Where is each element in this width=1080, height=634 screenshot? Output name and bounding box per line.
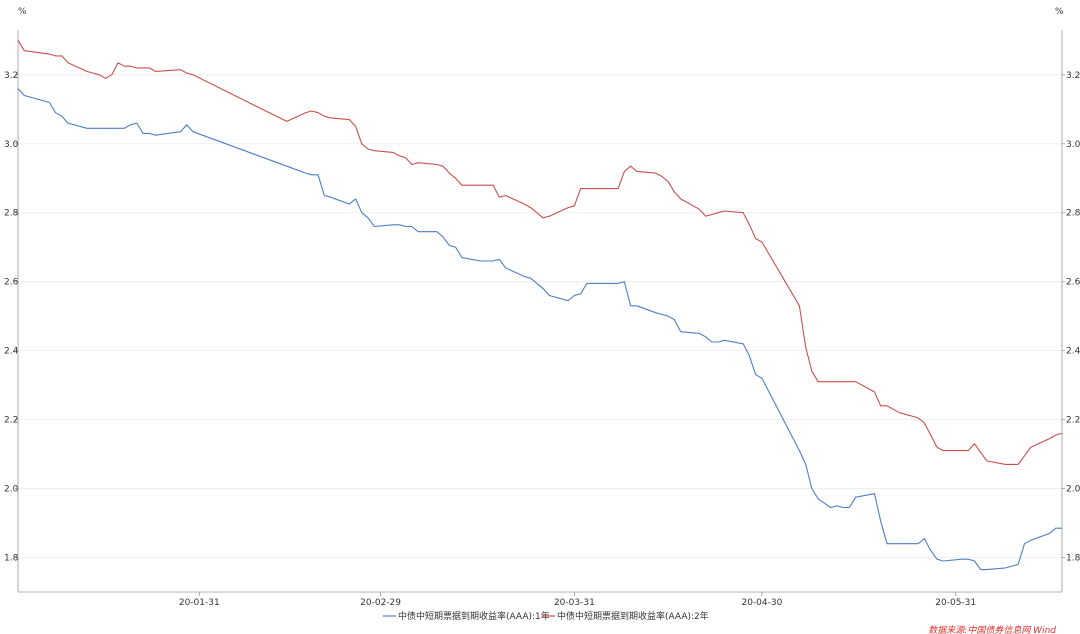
grid xyxy=(18,74,1062,558)
series-group xyxy=(17,40,1063,571)
y-axis-right: 1.8 2.0 2.2 2.4 2.6 2.8 3.0 3.2 xyxy=(1062,71,1080,564)
y-tick-label-left: 2.4 xyxy=(4,347,19,357)
y-tick-label-right: 2.8 xyxy=(1066,209,1080,219)
x-tick-label: 20-05-31 xyxy=(935,598,976,608)
y-tick-label-right: 3.0 xyxy=(1066,140,1080,150)
x-tick-label: 20-02-29 xyxy=(360,598,401,608)
y-tick-label-right: 2.2 xyxy=(1066,416,1080,426)
y-tick-label-left: 2.2 xyxy=(4,416,18,426)
y-tick-label-left: 2.0 xyxy=(4,485,19,495)
y-axis-unit-left: % xyxy=(18,7,27,17)
x-tick-label: 20-03-31 xyxy=(554,598,595,608)
y-tick-label-left: 2.8 xyxy=(4,209,19,219)
y-tick-label-left: 3.0 xyxy=(4,140,19,150)
y-tick-label-left: 1.8 xyxy=(4,554,19,564)
y-tick-label-right: 2.4 xyxy=(1066,347,1080,357)
y-tick-label-left: 3.2 xyxy=(4,71,18,81)
y-axis-left: 1.8 2.0 2.2 2.4 2.6 2.8 3.0 3.2 xyxy=(4,71,19,564)
y-axis-unit-right: % xyxy=(1055,7,1064,17)
x-tick-label: 20-01-31 xyxy=(179,598,220,608)
legend: 中债中短期票据到期收益率(AAA):1年 中债中短期票据到期收益率(AAA):2… xyxy=(383,610,709,622)
data-source-note: 数据来源:中国债券信息网 Wind xyxy=(928,625,1056,634)
y-tick-label-right: 2.0 xyxy=(1066,485,1080,495)
y-tick-label-right: 2.6 xyxy=(1066,278,1080,288)
x-axis: 20-01-31 20-02-29 20-03-31 20-04-30 20-05-31 xyxy=(179,592,976,608)
y-tick-label-right: 3.2 xyxy=(1066,71,1080,81)
x-tick-label: 20-04-30 xyxy=(741,598,782,608)
legend-label-1y: 中债中短期票据到期收益率(AAA):1年 xyxy=(398,610,550,622)
series-line-2y xyxy=(17,40,1063,465)
y-tick-label-right: 1.8 xyxy=(1066,554,1080,564)
y-tick-label-left: 2.6 xyxy=(4,278,19,288)
legend-label-2y: 中债中短期票据到期收益率(AAA):2年 xyxy=(557,610,709,622)
series-line-1y xyxy=(17,88,1062,571)
